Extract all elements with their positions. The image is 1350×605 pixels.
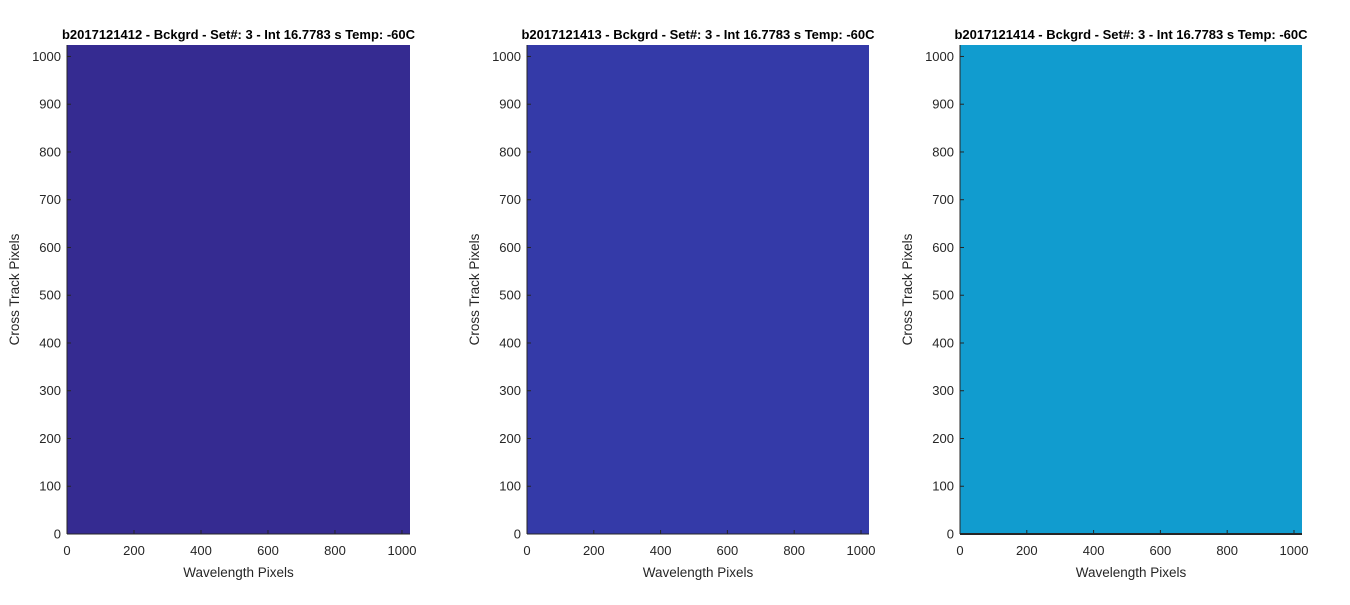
y-tick-label: 800 xyxy=(499,144,521,159)
y-tick-label: 700 xyxy=(499,192,521,207)
chart-title: b2017121412 - Bckgrd - Set#: 3 - Int 16.… xyxy=(62,27,416,42)
heatmap-image xyxy=(67,45,410,534)
y-tick-label: 900 xyxy=(39,97,61,112)
x-tick-label: 400 xyxy=(650,543,672,558)
x-tick-label: 800 xyxy=(1216,543,1238,558)
x-tick-label: 400 xyxy=(1083,543,1105,558)
y-tick-label: 0 xyxy=(54,527,61,542)
y-axis-label: Cross Track Pixels xyxy=(7,233,22,345)
y-tick-label: 1000 xyxy=(925,49,954,64)
x-tick-label: 0 xyxy=(523,543,530,558)
heatmap-image xyxy=(960,45,1302,534)
y-tick-label: 400 xyxy=(499,335,521,350)
y-tick-label: 0 xyxy=(947,527,954,542)
y-tick-label: 300 xyxy=(499,383,521,398)
y-tick-label: 1000 xyxy=(492,49,521,64)
x-tick-label: 1000 xyxy=(388,543,417,558)
y-tick-label: 400 xyxy=(39,335,61,350)
y-tick-label: 800 xyxy=(39,144,61,159)
y-tick-label: 100 xyxy=(499,479,521,494)
chart-title: b2017121413 - Bckgrd - Set#: 3 - Int 16.… xyxy=(521,27,875,42)
y-axis-label: Cross Track Pixels xyxy=(467,233,482,345)
y-tick-label: 500 xyxy=(932,288,954,303)
y-tick-label: 200 xyxy=(499,431,521,446)
y-tick-label: 200 xyxy=(39,431,61,446)
y-axis-label: Cross Track Pixels xyxy=(900,233,915,345)
x-tick-label: 1000 xyxy=(1280,543,1309,558)
x-tick-label: 800 xyxy=(324,543,346,558)
y-tick-label: 300 xyxy=(39,383,61,398)
chart-title: b2017121414 - Bckgrd - Set#: 3 - Int 16.… xyxy=(954,27,1308,42)
x-tick-label: 0 xyxy=(63,543,70,558)
x-tick-label: 600 xyxy=(1150,543,1172,558)
chart-panel-3: 0 100 200 300 400 500 600 700 800 900 1000 0 200 400 6… xyxy=(900,27,1308,580)
y-tick-label: 300 xyxy=(932,383,954,398)
x-tick-label: 200 xyxy=(123,543,145,558)
x-axis-label: Wavelength Pixels xyxy=(183,565,294,580)
x-tick-label: 600 xyxy=(717,543,739,558)
y-tick-label: 900 xyxy=(932,97,954,112)
x-axis-label: Wavelength Pixels xyxy=(643,565,754,580)
chart-panel-2: 0 100 200 300 400 500 600 700 800 900 1000 0 200 400 6… xyxy=(467,27,875,580)
y-tick-label: 0 xyxy=(514,527,521,542)
y-tick-label: 600 xyxy=(39,240,61,255)
y-tick-label: 600 xyxy=(932,240,954,255)
x-tick-label: 600 xyxy=(257,543,279,558)
y-tick-label: 100 xyxy=(39,479,61,494)
y-tick-label: 400 xyxy=(932,335,954,350)
y-tick-label: 500 xyxy=(499,288,521,303)
x-axis-label: Wavelength Pixels xyxy=(1076,565,1187,580)
heatmap-image xyxy=(527,45,869,534)
y-tick-label: 200 xyxy=(932,431,954,446)
x-tick-label: 1000 xyxy=(847,543,876,558)
y-tick-label: 1000 xyxy=(32,49,61,64)
x-tick-label: 400 xyxy=(190,543,212,558)
chart-panel-1: 0 100 200 300 400 500 600 700 800 900 1000 0 200 400 6… xyxy=(7,27,416,580)
x-tick-label: 0 xyxy=(956,543,963,558)
y-tick-label: 100 xyxy=(932,479,954,494)
y-tick-label: 800 xyxy=(932,144,954,159)
x-tick-label: 200 xyxy=(583,543,605,558)
y-tick-label: 700 xyxy=(932,192,954,207)
x-tick-label: 800 xyxy=(783,543,805,558)
y-tick-label: 900 xyxy=(499,97,521,112)
x-tick-label: 200 xyxy=(1016,543,1038,558)
y-tick-label: 700 xyxy=(39,192,61,207)
y-tick-label: 600 xyxy=(499,240,521,255)
y-tick-label: 500 xyxy=(39,288,61,303)
